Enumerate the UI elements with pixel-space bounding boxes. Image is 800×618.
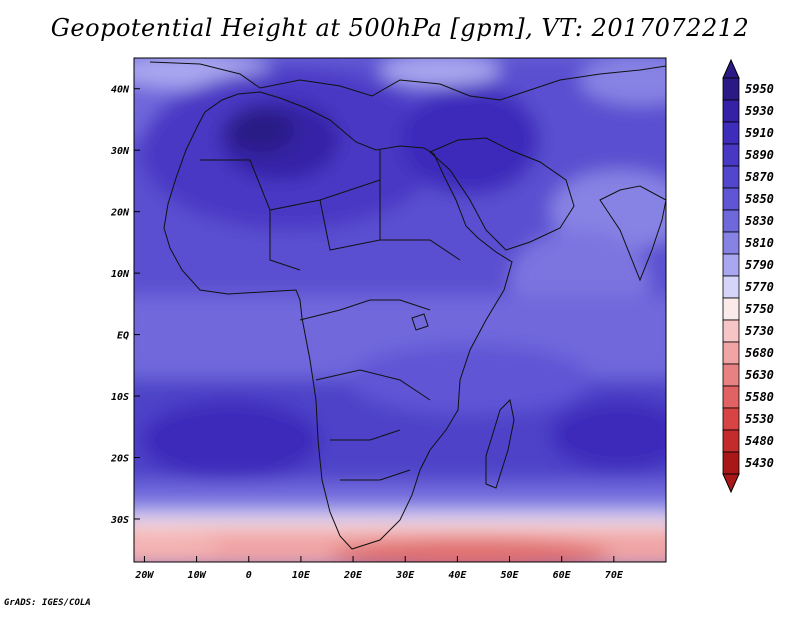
y-tick-label: 20N [110,208,130,219]
lake-victoria [411,313,429,331]
colorbar-label: 5910 [745,126,774,140]
x-tick-label: 70E [605,570,624,581]
colorbar-swatch [722,363,740,387]
colorbar-swatch [722,407,740,431]
arabia-coastline [429,137,575,251]
colorbar-label: 5480 [745,434,774,448]
colorbar-label: 5430 [745,456,774,470]
colorbar-label: 5890 [745,148,774,162]
x-tick-label: 60E [553,570,572,581]
colorbar-label: 5810 [745,236,774,250]
colorbar-bottom-arrow [722,473,740,494]
europe-coastline [149,61,666,101]
x-tick-label: 10W [188,570,207,581]
coastlines [149,61,666,550]
colorbar-label: 5730 [745,324,774,338]
x-tick-label: 30E [395,570,415,581]
colorbar-label: 5770 [745,280,774,294]
colorbar-swatch [722,429,740,453]
x-tick-label: 20W [134,570,154,581]
colorbar-label: 5630 [745,368,774,382]
colorbar-swatch [722,165,740,189]
x-tick-label: 50E [500,570,519,581]
colorbar-label: 5930 [745,104,774,118]
colorbar: 5950 5930 5910 5890 5870 5850 5830 5810 5790 5770… [722,58,774,494]
colorbar-label: 5870 [745,170,774,184]
colorbar-swatch [722,275,740,299]
y-axis: 40N 30N 20N 10N EQ 10S 20S 30S [110,85,140,526]
colorbar-top-arrow [722,58,740,79]
colorbar-label: 5530 [745,412,774,426]
height-field [134,58,666,562]
colorbar-swatch [722,209,740,233]
colorbar-label: 5950 [745,82,774,96]
central-borders [299,299,431,481]
colorbar-swatch [722,231,740,255]
colorbar-label: 5830 [745,214,774,228]
colorbar-swatch [722,297,740,321]
madagascar-coastline [485,398,515,489]
colorbar-swatch [722,385,740,409]
x-tick-label: 10E [292,570,311,581]
colorbar-swatch [722,187,740,211]
x-axis: 20W 10W 0 10E 20E 30E 40E 50E 60E 70E [134,556,624,581]
africa-coastline [163,91,513,550]
plot-frame [133,57,667,563]
colorbar-label: 5850 [745,192,774,206]
colorbar-label: 5790 [745,258,774,272]
colorbar-swatch [722,319,740,343]
sahara-borders [200,150,461,271]
y-tick-label: 40N [111,85,130,96]
colorbar-swatch [722,77,740,101]
y-tick-label: 10S [111,392,129,403]
colorbar-swatch [722,99,740,123]
x-tick-label: 40E [448,570,467,581]
y-tick-label: 30S [110,515,129,526]
india-coastline [599,185,666,282]
colorbar-swatch [722,143,740,167]
colorbar-label: 5750 [745,302,774,316]
colorbar-label: 5580 [745,390,774,404]
colorbar-label: 5680 [745,346,774,360]
x-tick-label: 0 [246,570,252,581]
colorbar-swatch [722,341,740,365]
y-tick-label: 30N [110,146,130,157]
colorbar-swatch [722,451,740,475]
y-tick-label: 10N [111,269,130,280]
colorbar-swatch [722,121,740,145]
y-tick-label: 20S [110,454,129,465]
colorbar-swatch [722,253,740,277]
grads-credit: GrADS: IGES/COLA [4,598,91,608]
map-title: Geopotential Height at 500hPa [gpm], VT:… [50,14,750,42]
y-tick-label: EQ [117,331,129,342]
x-tick-label: 20E [343,570,363,581]
